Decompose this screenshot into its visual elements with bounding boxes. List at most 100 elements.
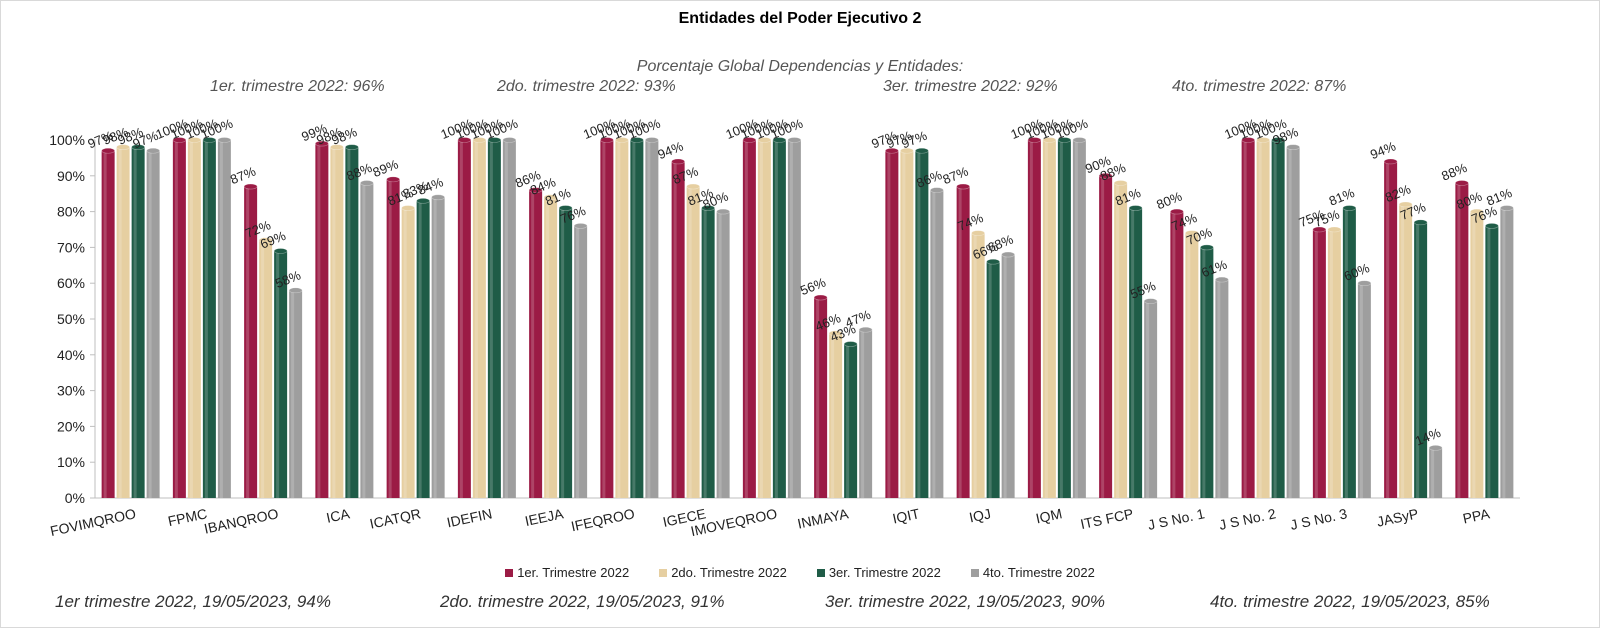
bar-highlight — [1217, 279, 1221, 498]
data-label: 68% — [986, 231, 1016, 255]
bar-top-cap — [1342, 205, 1357, 211]
bar-top-cap — [288, 287, 303, 294]
bar-highlight — [531, 190, 535, 498]
data-label: 84% — [416, 174, 446, 198]
bar-highlight — [474, 140, 478, 498]
bar-highlight — [1003, 254, 1007, 498]
bar-top-cap — [573, 223, 588, 229]
bar-highlight — [118, 147, 122, 498]
bar-highlight — [1288, 147, 1292, 498]
footer-summary-3: 3er. trimestre 2022, 19/05/2023, 90% — [825, 592, 1106, 611]
data-label: 87% — [228, 163, 258, 187]
bar-highlight — [347, 147, 351, 498]
legend-swatch-q4 — [970, 568, 979, 577]
data-label: 47% — [843, 307, 873, 331]
bar-top-cap — [116, 144, 130, 150]
bar-highlight — [133, 147, 137, 498]
bar-top-cap — [1312, 226, 1327, 233]
bar-top-cap — [630, 137, 644, 143]
bar — [829, 333, 843, 498]
bar — [1042, 140, 1056, 498]
bar-highlight — [204, 140, 208, 498]
bar — [1256, 140, 1270, 498]
data-label: 80% — [1154, 188, 1184, 212]
bar-highlight — [219, 140, 223, 498]
bar-highlight — [647, 140, 651, 498]
bar-top-cap — [956, 183, 970, 190]
bar — [544, 197, 558, 498]
bar-top-cap — [645, 137, 659, 143]
bar-highlight — [317, 143, 321, 498]
bar — [844, 344, 858, 498]
bar-highlight — [1146, 301, 1150, 498]
bar-highlight — [504, 140, 508, 498]
bar-top-cap — [701, 205, 715, 211]
y-tick-label: 40% — [57, 347, 85, 363]
x-tick-label: ICA — [325, 505, 352, 526]
bar-highlight — [1431, 447, 1435, 498]
chart-subtitle: Porcentaje Global Dependencias y Entidad… — [636, 58, 964, 75]
bar-top-cap — [986, 258, 1000, 265]
bar-highlight — [688, 186, 692, 499]
bar-top-cap — [273, 248, 288, 254]
bar-highlight — [189, 140, 193, 498]
x-tick-label: IFEQROO — [570, 505, 637, 534]
bar-highlight — [1172, 211, 1176, 498]
bar-top-cap — [172, 137, 187, 143]
quarter-summary-3: 3er. trimestre 2022: 92% — [883, 78, 1058, 95]
bar — [502, 140, 516, 498]
bar-top-cap — [1241, 137, 1255, 143]
x-tick-label: FOVIMQROO — [49, 505, 138, 539]
bar — [217, 140, 231, 498]
bar-highlight — [1472, 211, 1476, 498]
bar — [1129, 208, 1143, 498]
bar-top-cap — [345, 144, 359, 150]
legend-swatch-q2 — [659, 568, 668, 577]
bar-highlight — [617, 140, 621, 498]
bar — [187, 140, 201, 498]
bar-highlight — [831, 333, 835, 498]
data-label: 56% — [798, 274, 828, 298]
bar — [1099, 175, 1113, 499]
bar-top-cap — [1215, 276, 1229, 283]
bar — [1001, 254, 1015, 498]
bar-top-cap — [716, 208, 730, 215]
bar-top-cap — [416, 198, 430, 204]
bar-highlight — [291, 290, 295, 498]
bar — [859, 329, 873, 498]
quarter-summary-2: 2do. trimestre 2022: 93% — [497, 78, 676, 95]
data-label: 89% — [371, 156, 401, 180]
bar-top-cap — [1256, 137, 1270, 143]
bar — [416, 200, 430, 499]
bar — [1429, 447, 1443, 498]
bar — [1500, 208, 1514, 498]
x-tick-label: IEEJA — [523, 505, 565, 529]
legend-item-q4: 4to. Trimestre 2022 — [970, 565, 1095, 580]
bar-top-cap — [1042, 137, 1057, 143]
bar — [1215, 279, 1229, 498]
bar — [1114, 182, 1128, 498]
bar-highlight — [403, 208, 407, 498]
legend-label-q3: 3er. Trimestre 2022 — [828, 565, 941, 580]
bar — [1144, 301, 1158, 498]
bar-top-cap — [615, 137, 629, 143]
bar-highlight — [816, 297, 820, 498]
bar — [1200, 247, 1214, 498]
bar — [345, 147, 359, 498]
y-tick-label: 100% — [49, 132, 85, 148]
bar — [146, 150, 160, 499]
bar-highlight — [459, 140, 463, 498]
bar-highlight — [546, 197, 550, 498]
bar-top-cap — [431, 194, 445, 201]
x-tick-label: J S No. 1 — [1146, 505, 1206, 533]
bar — [1241, 140, 1255, 498]
legend-item-q3: 3er. Trimestre 2022 — [816, 565, 941, 580]
bar — [742, 140, 756, 498]
bar — [315, 143, 329, 498]
bar — [1455, 182, 1469, 498]
x-tick-label: IQIT — [891, 505, 921, 526]
legend-label-q2: 2do. Trimestre 2022 — [671, 565, 787, 580]
bar — [1470, 211, 1484, 498]
data-label: 88% — [1439, 160, 1469, 184]
bar-highlight — [932, 190, 936, 498]
